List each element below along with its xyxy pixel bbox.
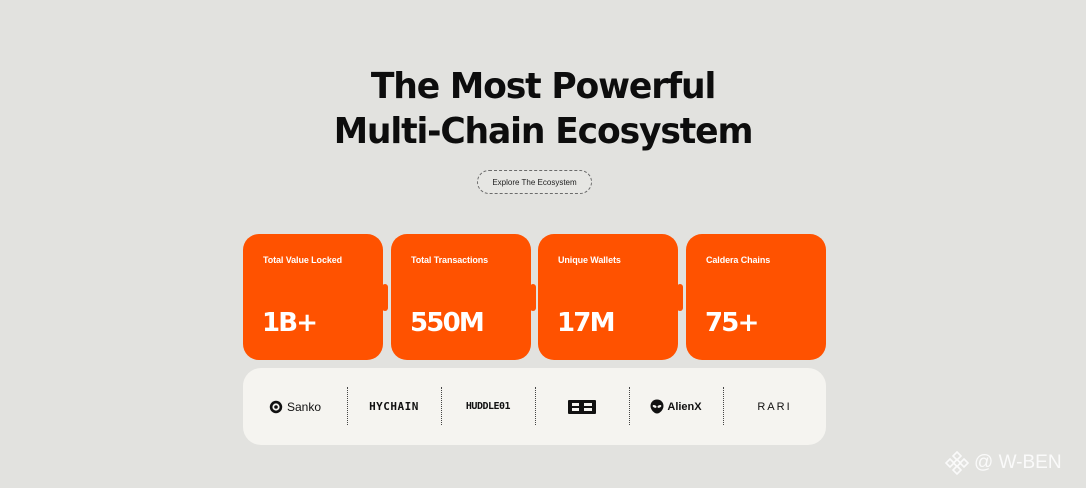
alienx-wordmark: AlienX xyxy=(667,400,702,413)
partner-logo-rari[interactable]: RARI xyxy=(723,368,826,445)
stat-card-chains: Caldera Chains 75+ xyxy=(686,234,826,360)
card-connector xyxy=(382,284,388,311)
title-line-2: Multi-Chain Ecosystem xyxy=(333,111,754,152)
hychain-wordmark: HYCHAIN xyxy=(369,400,419,413)
stat-label: Unique Wallets xyxy=(558,255,621,265)
stat-label: Total Value Locked xyxy=(263,255,343,265)
b3-logo-icon xyxy=(568,399,596,414)
rari-wordmark: RARI xyxy=(757,400,792,413)
sanko-wordmark: Sanko xyxy=(286,399,322,414)
page-title: The Most Powerful Multi-Chain Ecosystem xyxy=(22,64,1065,154)
stat-value: 17M xyxy=(557,308,615,338)
stat-label: Caldera Chains xyxy=(706,255,771,265)
alien-head-icon xyxy=(650,399,664,414)
huddle01-wordmark: HUDDLE01 xyxy=(465,401,511,412)
title-line-1: The Most Powerful xyxy=(370,66,716,107)
stat-value: 75+ xyxy=(705,308,759,338)
watermark: @ W-BEN xyxy=(944,450,1062,476)
logo-divider xyxy=(723,387,724,425)
diamond-logo-icon xyxy=(944,450,970,476)
partner-logo-sanko[interactable]: Sanko xyxy=(243,368,347,445)
stat-label: Total Transactions xyxy=(411,255,489,265)
partner-logo-strip: Sanko HYCHAIN HUDDLE01 xyxy=(243,368,826,445)
partner-logo-alienx[interactable]: AlienX xyxy=(629,368,723,445)
partner-logo-b3[interactable] xyxy=(535,368,629,445)
partner-logo-hychain[interactable]: HYCHAIN xyxy=(347,368,441,445)
watermark-text: @ W-BEN xyxy=(974,452,1062,473)
stats-grid: Total Value Locked 1B+ Total Transaction… xyxy=(243,234,826,360)
card-connector xyxy=(677,284,683,311)
stat-card-transactions: Total Transactions 550M xyxy=(391,234,531,360)
stat-value: 550M xyxy=(410,308,485,338)
sanko-icon xyxy=(269,400,283,413)
logo-divider xyxy=(629,387,630,425)
logo-divider xyxy=(347,387,348,425)
card-connector xyxy=(530,284,536,311)
stat-value: 1B+ xyxy=(262,308,318,338)
explore-ecosystem-button[interactable]: Explore The Ecosystem xyxy=(477,170,592,194)
stat-card-wallets: Unique Wallets 17M xyxy=(538,234,678,360)
logo-divider xyxy=(535,387,536,425)
stat-card-tvl: Total Value Locked 1B+ xyxy=(243,234,383,360)
partner-logo-huddle01[interactable]: HUDDLE01 xyxy=(441,368,535,445)
logo-divider xyxy=(441,387,442,425)
